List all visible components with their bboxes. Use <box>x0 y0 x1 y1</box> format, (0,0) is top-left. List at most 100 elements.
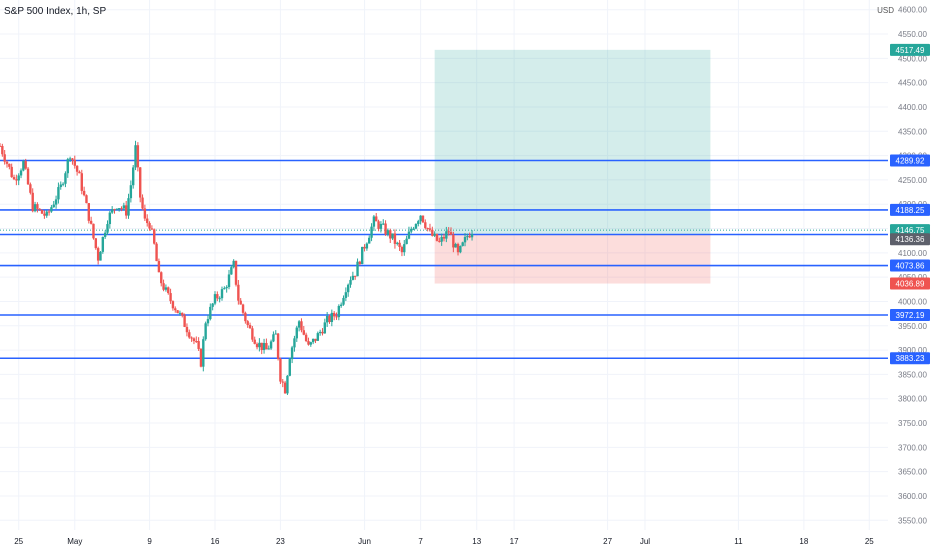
candle-body <box>361 246 364 265</box>
candle-body <box>19 170 23 176</box>
y-tick-label: 4600.00 <box>898 6 927 15</box>
candle-body <box>103 232 107 237</box>
candle-body <box>431 229 434 236</box>
x-tick-label: 17 <box>510 537 519 546</box>
y-tick-label: 4250.00 <box>898 176 927 185</box>
candle-body <box>59 184 62 188</box>
candle-body <box>321 331 324 334</box>
x-tick-label: 7 <box>418 537 423 546</box>
candle-body <box>71 158 74 160</box>
candle-body <box>279 358 282 382</box>
candle-body <box>225 287 228 289</box>
candle-body <box>304 334 308 342</box>
candle-body <box>375 216 378 222</box>
level-price-tag-bg <box>890 259 930 272</box>
candle-body <box>167 287 170 294</box>
candle-body <box>52 204 55 208</box>
candle-body <box>440 236 443 242</box>
stop-zone[interactable] <box>434 234 711 284</box>
chart-title: S&P 500 Index, 1h, SP <box>4 6 107 17</box>
candle-body <box>192 338 196 342</box>
candle-body <box>211 303 214 307</box>
price-tag-4136: 4136.36 <box>896 235 925 244</box>
candle-body <box>113 209 116 211</box>
candle-body <box>31 192 34 212</box>
candle-body <box>153 229 156 244</box>
current-price-tag-bg <box>890 224 930 237</box>
candle-body <box>5 161 9 164</box>
x-tick-label: 23 <box>276 537 285 546</box>
current-price-tag: 4146.75 <box>896 226 925 235</box>
candle-body <box>281 381 284 383</box>
candle-body <box>188 332 191 338</box>
candle-body <box>148 223 151 229</box>
target-price-tag: 4517.49 <box>896 46 925 55</box>
candle-body <box>297 321 301 328</box>
candle-body <box>50 207 53 212</box>
currency-label: USD <box>877 6 894 15</box>
candle-body <box>197 341 200 349</box>
candle-body <box>47 211 51 213</box>
candle-body <box>29 184 32 193</box>
candle-body <box>260 342 263 351</box>
candle-body <box>38 208 41 210</box>
candle-body <box>452 234 455 248</box>
candle-body <box>232 260 235 268</box>
candle-body <box>449 232 453 235</box>
candle-body <box>461 242 464 246</box>
y-tick-label: 3800.00 <box>898 395 927 404</box>
candle-body <box>206 319 210 324</box>
candle-body <box>318 331 322 334</box>
level-price-tag-bg <box>890 308 930 321</box>
level-price-tag: 4073.86 <box>896 262 925 271</box>
x-tick-label: 25 <box>14 537 23 546</box>
candle-body <box>274 333 277 335</box>
candle-body <box>445 231 448 239</box>
candle-body <box>251 328 254 340</box>
candle-body <box>124 205 128 216</box>
x-tick-label: 18 <box>799 537 808 546</box>
candle-body <box>132 167 135 186</box>
y-tick-label: 3550.00 <box>898 516 927 525</box>
candle-body <box>433 233 436 236</box>
x-tick-label: Jul <box>640 537 650 546</box>
candle-body <box>15 179 18 181</box>
candle-body <box>87 203 90 221</box>
candle-body <box>356 261 359 277</box>
candle-body <box>134 145 137 168</box>
candle-body <box>424 222 427 229</box>
candle-body <box>276 333 280 359</box>
y-tick-label: 3700.00 <box>898 443 927 452</box>
candle-body <box>332 312 336 317</box>
candle-body <box>33 204 37 212</box>
candle-body <box>393 233 397 244</box>
candle-body <box>337 305 341 318</box>
candle-body <box>428 228 432 230</box>
candle-body <box>286 375 289 394</box>
candle-body <box>202 339 205 367</box>
candle-body <box>94 238 98 249</box>
candle-body <box>115 208 119 210</box>
candle-body <box>325 315 329 323</box>
candle-body <box>405 238 408 245</box>
candle-body <box>363 246 366 249</box>
candle-body <box>89 220 93 224</box>
x-tick-label: 16 <box>211 537 220 546</box>
candle-body <box>101 236 105 252</box>
candle-body <box>417 221 420 224</box>
candle-body <box>391 233 394 239</box>
candle-body <box>386 230 390 235</box>
price-tag-4136-bg <box>890 233 930 246</box>
candle-body <box>470 234 474 238</box>
candle-body <box>185 326 189 333</box>
candle-body <box>246 321 249 326</box>
y-tick-label: 4450.00 <box>898 79 927 88</box>
target-zone[interactable] <box>434 49 711 235</box>
x-tick-label: 25 <box>865 537 874 546</box>
stop-price-tag: 4036.89 <box>896 280 925 289</box>
candle-body <box>234 260 238 285</box>
y-tick-label: 3900.00 <box>898 346 927 355</box>
candle-body <box>45 211 48 216</box>
